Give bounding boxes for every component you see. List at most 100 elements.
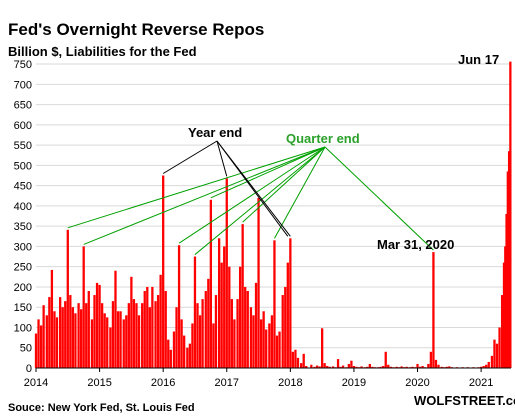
year-end-leader [216, 140, 291, 237]
y-tick-label: 350 [14, 221, 32, 233]
bar [395, 366, 398, 368]
y-tick-label: 700 [14, 79, 32, 91]
bar [111, 301, 115, 368]
bar [198, 315, 202, 368]
bar [53, 311, 56, 368]
bar [268, 323, 271, 368]
bar [93, 295, 96, 368]
bar [411, 366, 414, 368]
y-tick-label: 600 [14, 120, 32, 132]
jun-17-label: Jun 17 [458, 52, 499, 67]
bar [278, 331, 281, 368]
bar [296, 357, 300, 368]
bar [114, 270, 117, 368]
quarter-end-leader [242, 146, 326, 223]
y-tick-label: 150 [14, 302, 32, 314]
bar [167, 339, 170, 368]
bar [244, 286, 247, 368]
bar [502, 262, 506, 368]
bar [252, 315, 255, 368]
bar [310, 364, 313, 368]
bar [159, 274, 162, 368]
bar [485, 364, 488, 368]
bar [233, 319, 236, 368]
bar [125, 315, 128, 368]
bar [270, 315, 274, 368]
x-tick-label: 2016 [151, 377, 175, 389]
bar [384, 351, 387, 368]
bar [109, 327, 112, 368]
bar [259, 319, 263, 368]
x-tick-label: 2021 [469, 377, 493, 389]
annotations [67, 140, 434, 255]
x-tick-label: 2020 [405, 377, 429, 389]
bar [405, 366, 408, 368]
bar [416, 363, 419, 368]
bar [34, 333, 38, 368]
bar [246, 291, 249, 368]
bar [64, 301, 67, 368]
bar [85, 303, 88, 368]
bar [432, 252, 435, 368]
bar [122, 319, 125, 368]
quarter-end-label: Quarter end [286, 131, 360, 146]
y-tick-label: 0 [26, 363, 32, 375]
bar [188, 343, 192, 368]
bar [151, 286, 154, 368]
chart-subtitle: Billion $, Liabilities for the Fed [8, 44, 197, 59]
bar [341, 365, 345, 368]
y-tick-label: 50 [20, 343, 32, 355]
bar [302, 353, 305, 368]
bar [172, 331, 176, 368]
y-tick-label: 650 [14, 100, 32, 112]
bar [273, 240, 276, 368]
bar [177, 245, 181, 368]
bar [71, 307, 75, 368]
bar [98, 284, 101, 368]
bar [87, 291, 90, 368]
bar [498, 327, 501, 368]
bar [379, 366, 382, 368]
bar [238, 266, 242, 368]
bar [207, 278, 210, 368]
bar [434, 359, 438, 368]
bar [223, 246, 226, 368]
bar [42, 305, 45, 368]
bar [289, 238, 292, 368]
bar [315, 365, 319, 368]
bar [103, 313, 106, 368]
bar [284, 286, 287, 368]
y-tick-label: 750 [14, 59, 32, 71]
bar [143, 291, 146, 368]
year-end-leader [216, 140, 228, 177]
bar [321, 328, 324, 368]
bar [209, 199, 213, 368]
bar [506, 171, 509, 368]
bar [236, 299, 239, 368]
bar [217, 238, 221, 368]
bar [262, 311, 265, 368]
bar [500, 295, 504, 368]
bar [318, 366, 321, 368]
bar [82, 246, 85, 368]
bar [193, 256, 197, 368]
bar [154, 301, 157, 368]
bar [50, 269, 54, 368]
bar [100, 303, 104, 368]
bar [323, 363, 326, 368]
x-tick-label: 2015 [87, 377, 111, 389]
bar [366, 366, 369, 368]
quarter-end-leader [194, 146, 326, 255]
bar [368, 363, 371, 368]
bar [220, 262, 223, 368]
bar [74, 313, 77, 368]
bar [505, 214, 508, 368]
bar [175, 307, 178, 368]
bar [495, 343, 499, 368]
bar [37, 319, 40, 368]
bar [61, 307, 64, 368]
bar [336, 359, 340, 368]
year-end-leader [162, 140, 218, 174]
year-end-label: Year end [188, 125, 242, 140]
bar [148, 307, 151, 368]
